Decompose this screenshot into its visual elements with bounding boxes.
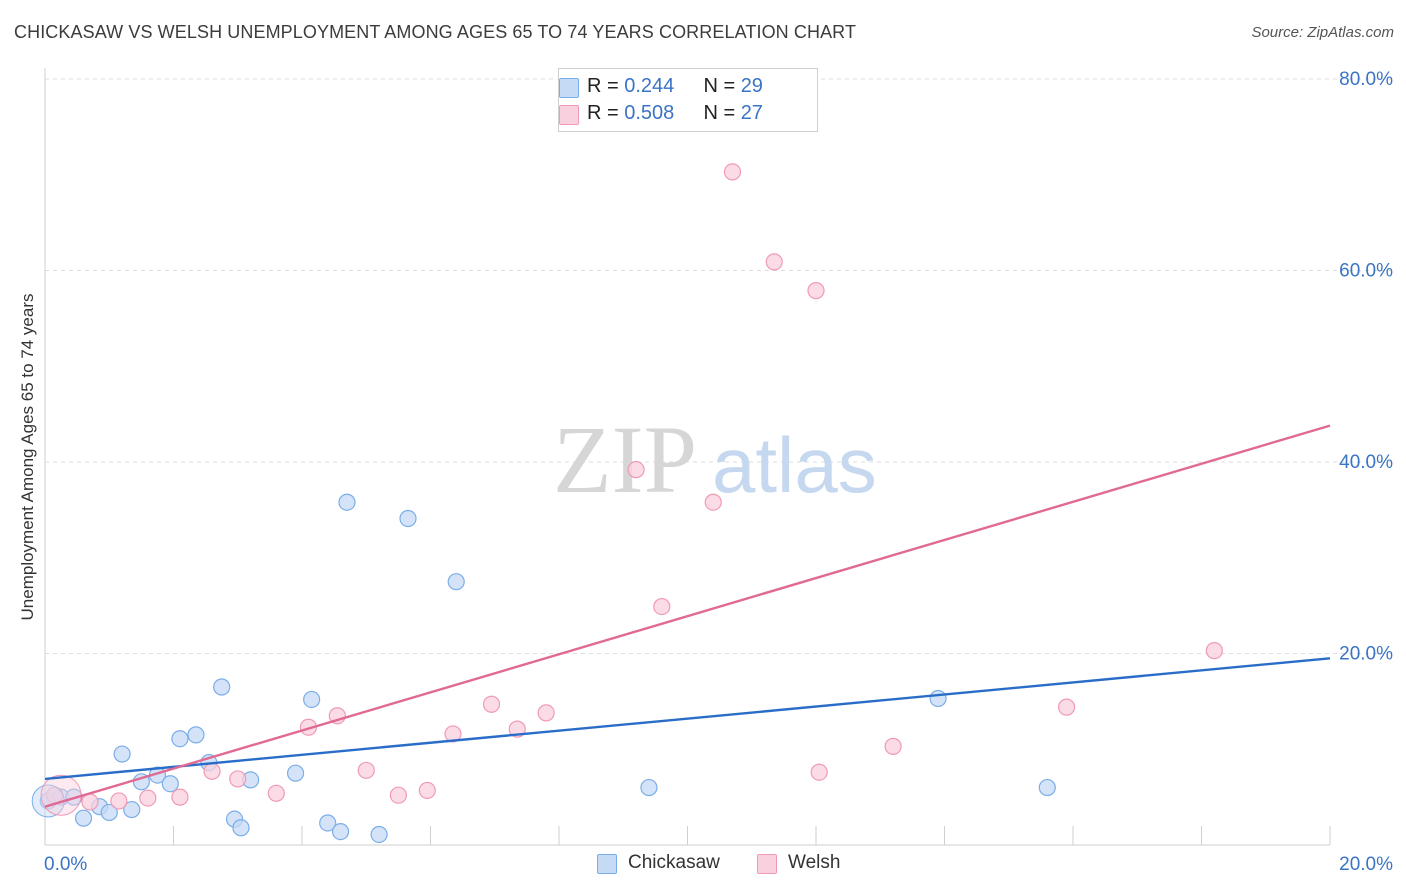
- y-tick-label: 40.0%: [1339, 452, 1393, 473]
- x-tick-label: 20.0%: [1339, 854, 1393, 875]
- chickasaw-point: [331, 822, 350, 841]
- watermark-atlas: atlas: [712, 421, 877, 509]
- y-tick-label: 60.0%: [1339, 261, 1393, 282]
- chickasaw-point: [286, 764, 305, 782]
- chickasaw-legend-label: Chickasaw: [628, 852, 720, 873]
- chickasaw-point: [399, 509, 417, 528]
- welsh-point: [444, 725, 462, 743]
- welsh-point: [704, 493, 722, 511]
- chickasaw-point: [187, 726, 205, 744]
- welsh-legend-label: Welsh: [788, 852, 841, 873]
- chickasaw-trend-line: [44, 657, 1331, 781]
- r-value: 0.244: [624, 75, 675, 97]
- welsh-point: [765, 253, 783, 271]
- tick-labels: 20.0% 40.0% 60.0% 80.0% 0.0% 20.0%: [44, 69, 1393, 875]
- chickasaw-point: [171, 730, 189, 748]
- welsh-point: [807, 282, 825, 300]
- welsh-point: [267, 784, 285, 802]
- y-tick-label: 80.0%: [1339, 69, 1393, 90]
- correlation-legend: R = 0.244 N = 29 R = 0.508 N = 27: [558, 68, 818, 132]
- chickasaw-point: [319, 814, 337, 832]
- n-value: 27: [740, 102, 763, 124]
- n-label: N =: [703, 102, 741, 124]
- legend-row-chickasaw: R = 0.244 N = 29: [559, 75, 763, 98]
- chickasaw-point: [929, 689, 947, 708]
- welsh-point: [653, 597, 671, 616]
- chickasaw-point: [113, 745, 131, 763]
- welsh-point: [627, 461, 645, 479]
- watermark-zip: ZIP: [553, 406, 697, 513]
- welsh-swatch: [559, 105, 579, 125]
- r-value: 0.508: [624, 102, 675, 124]
- chickasaw-point: [303, 690, 321, 709]
- welsh-point: [357, 761, 375, 779]
- welsh-point: [171, 788, 189, 806]
- gridlines: [45, 78, 1392, 654]
- x-tick-label: 0.0%: [44, 854, 87, 875]
- chickasaw-point: [1038, 778, 1056, 797]
- welsh-point: [139, 789, 157, 807]
- chickasaw-point: [161, 775, 179, 793]
- welsh-point: [723, 163, 742, 181]
- data-points: [31, 163, 1223, 844]
- welsh-point: [229, 770, 247, 788]
- r-label: R =: [587, 102, 625, 124]
- welsh-legend-swatch: [757, 854, 777, 874]
- chickasaw-point: [213, 678, 231, 696]
- trend-lines: [44, 424, 1331, 808]
- welsh-point-cluster: [40, 774, 82, 816]
- chickasaw-swatch: [559, 78, 579, 98]
- welsh-point: [1057, 698, 1076, 716]
- welsh-point: [1205, 642, 1223, 660]
- welsh-point: [537, 704, 555, 722]
- chart-title: CHICKASAW VS WELSH UNEMPLOYMENT AMONG AG…: [14, 22, 857, 42]
- n-value: 29: [740, 75, 763, 97]
- welsh-trend-line: [44, 424, 1331, 808]
- chickasaw-point: [123, 800, 141, 819]
- chickasaw-point: [232, 819, 250, 837]
- welsh-point: [418, 781, 436, 800]
- r-label: R =: [587, 75, 625, 97]
- chickasaw-point: [640, 778, 658, 797]
- welsh-point: [203, 762, 221, 780]
- welsh-point: [482, 695, 501, 713]
- chickasaw-point: [370, 825, 388, 844]
- welsh-point: [389, 786, 407, 804]
- welsh-point: [810, 763, 828, 781]
- series-legend: Chickasaw Welsh: [0, 852, 1406, 878]
- chickasaw-point: [447, 573, 465, 591]
- y-tick-label: 20.0%: [1339, 644, 1393, 665]
- chickasaw-legend-swatch: [597, 854, 617, 874]
- chickasaw-point: [74, 809, 93, 827]
- chickasaw-point: [100, 803, 118, 822]
- welsh-point: [884, 737, 902, 755]
- welsh-point: [110, 792, 128, 810]
- welsh-point: [81, 793, 99, 811]
- chickasaw-point: [338, 493, 356, 511]
- legend-row-welsh: R = 0.508 N = 27: [559, 102, 763, 125]
- axes: [44, 68, 1331, 846]
- n-label: N =: [703, 75, 741, 97]
- source-credit: Source: ZipAtlas.com: [1251, 24, 1394, 41]
